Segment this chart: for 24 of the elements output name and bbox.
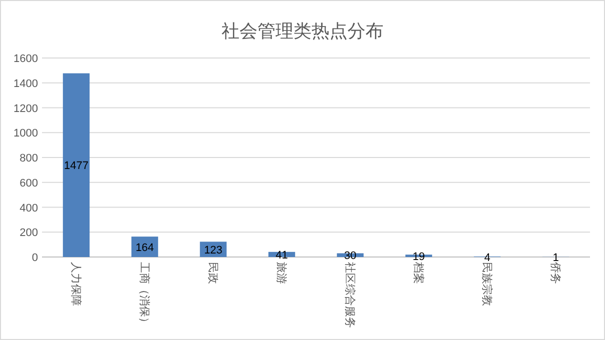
x-tick-label: 工商（消保）	[138, 262, 151, 328]
x-tick-label: 档案	[412, 261, 425, 284]
y-tick-label: 1600	[14, 53, 38, 65]
data-label: 1477	[64, 160, 88, 172]
data-label: 19	[412, 250, 425, 263]
y-tick-label: 200	[20, 227, 38, 240]
x-tick-label: 侨务	[548, 262, 561, 284]
data-label: 1	[552, 252, 559, 264]
y-tick-label: 0	[32, 252, 38, 264]
x-tick-label: 人力保障	[69, 262, 82, 306]
y-tick-label: 1200	[14, 102, 38, 115]
x-tick-label: 民政	[206, 262, 218, 284]
y-tick-label: 1000	[14, 128, 38, 140]
data-label: 164	[136, 242, 154, 254]
x-tick-label: 民族宗教	[480, 262, 494, 306]
data-label: 123	[204, 244, 222, 256]
y-tick-label: 600	[20, 177, 38, 190]
y-tick-label: 800	[20, 152, 38, 164]
x-tick-label: 旅游	[274, 262, 288, 284]
y-tick-label: 1400	[14, 78, 38, 90]
y-tick-label: 400	[20, 202, 38, 214]
chart-title: 社会管理类热点分布	[222, 21, 384, 41]
x-tick-label: 社区综合服务	[343, 262, 356, 328]
bar	[62, 73, 90, 257]
